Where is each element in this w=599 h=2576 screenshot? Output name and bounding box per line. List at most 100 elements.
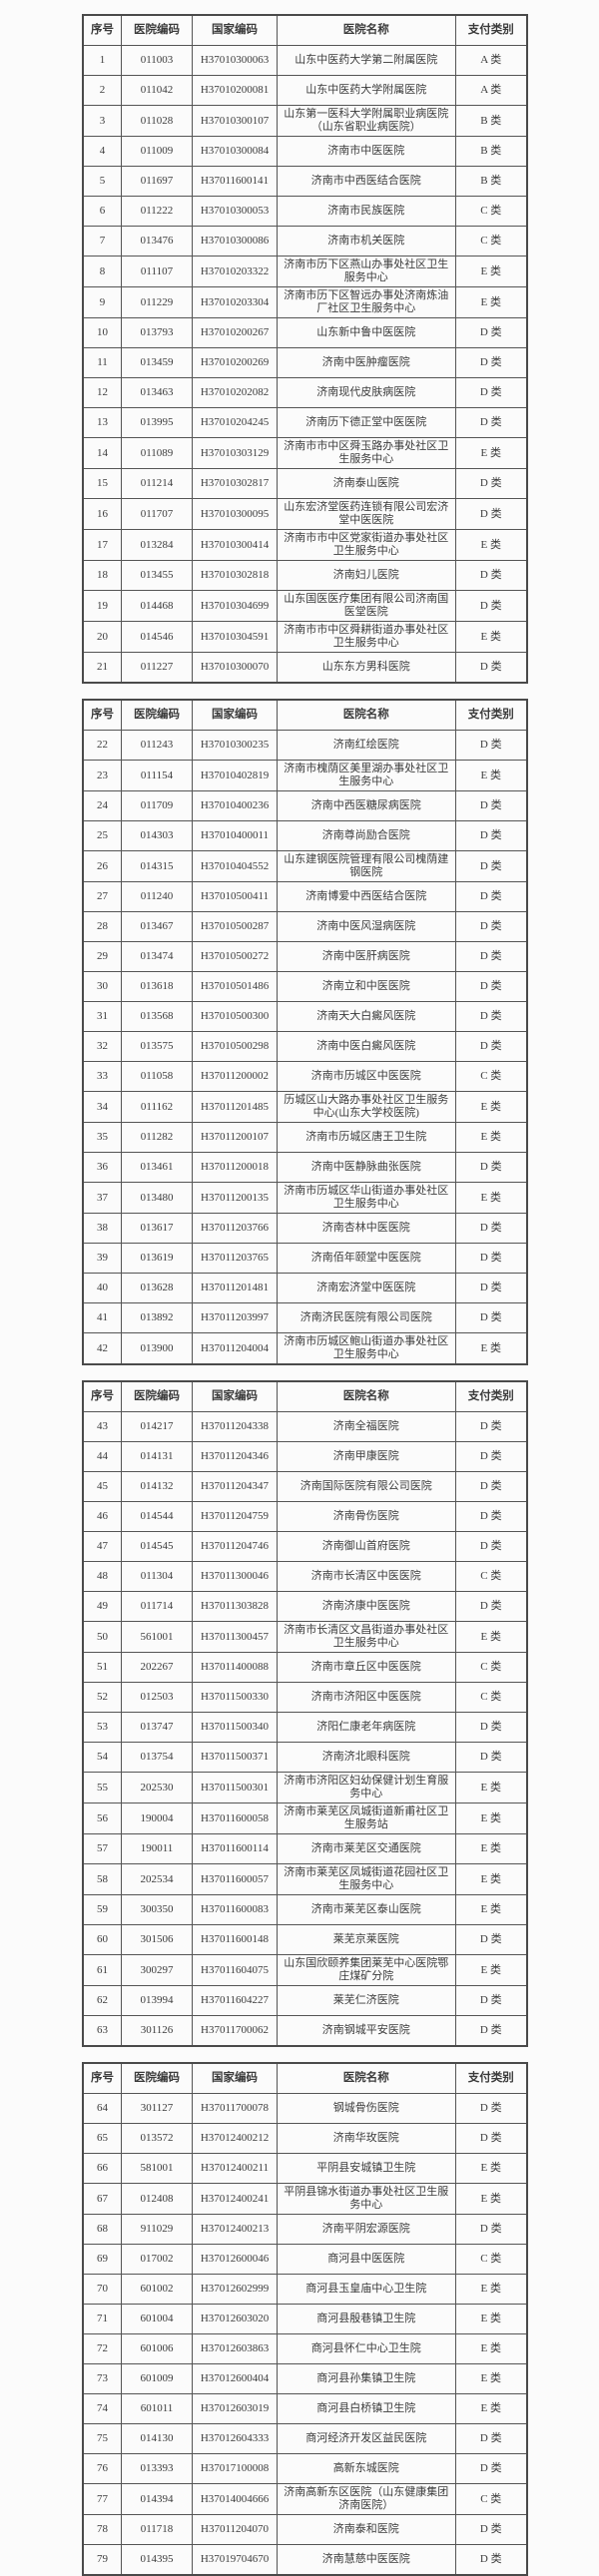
national-code-cell: H37012400212: [191, 2123, 279, 2154]
serial-cell: 13: [82, 407, 123, 438]
national-code-cell: H37014004666: [191, 2483, 279, 2515]
table-row: 35 011282 H37011200107 济南市历城区唐王卫生院 E 类: [82, 1122, 528, 1153]
national-code-cell: H37011500340: [191, 1712, 279, 1743]
hospital-name-cell: 济南济民医院有限公司医院: [277, 1302, 456, 1333]
pay-class-cell: D 类: [454, 850, 528, 882]
national-code-cell: H37011400088: [191, 1652, 279, 1683]
pay-class-cell: E 类: [454, 1122, 528, 1153]
national-code-cell: H37010200267: [191, 317, 279, 348]
serial-cell: 19: [82, 590, 123, 622]
national-code-cell: H37012603863: [191, 2333, 279, 2364]
hospital-name-cell: 济南济北眼科医院: [277, 1742, 456, 1773]
table-row: 38 013617 H37011203766 济南杏林中医医院 D 类: [82, 1213, 528, 1244]
hospital-code-cell: 013994: [121, 1985, 193, 2016]
hospital-name-cell: 济南中医肝病医院: [277, 941, 456, 972]
table-row: 15 011214 H37010302817 济南泰山医院 D 类: [82, 468, 528, 499]
hospital-code-cell: 601004: [121, 2304, 193, 2334]
serial-cell: 74: [82, 2393, 123, 2424]
table-row: 33 011058 H37011200002 济南市历城区中医医院 C 类: [82, 1061, 528, 1092]
table-row: 59 300350 H37011600083 济南市莱芜区泰山医院 E 类: [82, 1894, 528, 1925]
pay-class-cell: D 类: [454, 820, 528, 851]
pay-class-cell: E 类: [454, 2304, 528, 2334]
serial-cell: 28: [82, 911, 123, 942]
hospital-code-cell: 012408: [121, 2183, 193, 2215]
table-row: 31 013568 H37010500300 济南天大白癜风医院 D 类: [82, 1001, 528, 1032]
national-code-cell: H37017100008: [191, 2453, 279, 2484]
table-row: 19 014468 H37010304699 山东国医医疗集团有限公司济南国医堂医院 D…: [82, 590, 528, 622]
hospital-name-cell: 济南御山首府医院: [277, 1531, 456, 1562]
hospital-name-cell: 济南骨伤医院: [277, 1501, 456, 1532]
pay-class-cell: D 类: [454, 941, 528, 972]
hospital-code-cell: 013455: [121, 560, 193, 591]
hospital-code-cell: 013461: [121, 1152, 193, 1183]
hospital-code-cell: 911029: [121, 2214, 193, 2245]
hospital-name-cell: 济南市章丘区中医医院: [277, 1652, 456, 1683]
serial-cell: 64: [82, 2093, 123, 2124]
hospital-code-cell: 011089: [121, 437, 193, 469]
pay-class-cell: D 类: [454, 790, 528, 821]
national-code-cell: H37011300046: [191, 1561, 279, 1592]
hospital-code-cell: 014468: [121, 590, 193, 622]
pay-class-cell: D 类: [454, 1243, 528, 1274]
national-code-cell: H37010300070: [191, 652, 279, 684]
pay-class-cell: D 类: [454, 2514, 528, 2545]
hospital-code-cell: 202530: [121, 1772, 193, 1803]
hospital-code-cell: 190004: [121, 1803, 193, 1834]
pay-class-cell: D 类: [454, 1273, 528, 1303]
serial-cell: 6: [82, 196, 123, 227]
column-header-hospital-name-cell: 医院名称: [277, 14, 456, 46]
hospital-name-cell: 济南市济阳区妇幼保健计划生育服务中心: [277, 1772, 456, 1803]
national-code-cell: H37010300235: [191, 730, 279, 761]
pay-class-cell: D 类: [454, 2453, 528, 2484]
national-code-cell: H37011700062: [191, 2015, 279, 2047]
serial-cell: 62: [82, 1985, 123, 2016]
hospital-name-cell: 济南市莱芜区凤城街道新甫社区卫生服务站: [277, 1803, 456, 1834]
pay-class-cell: C 类: [454, 2244, 528, 2275]
serial-cell: 49: [82, 1591, 123, 1622]
national-code-cell: H37010300084: [191, 136, 279, 167]
hospital-table-3: 序号 医院编码 国家编码 医院名称 支付类别 43 014217 H37011204338 济南…: [82, 1380, 528, 2047]
hospital-name-cell: 济南中医风湿病医院: [277, 911, 456, 942]
hospital-code-cell: 011718: [121, 2514, 193, 2545]
pay-class-cell: E 类: [454, 1091, 528, 1123]
hospital-name-cell: 济南市市中区舜玉路办事处社区卫生服务中心: [277, 437, 456, 469]
hospital-code-cell: 013575: [121, 1031, 193, 1062]
serial-cell: 39: [82, 1243, 123, 1274]
serial-cell: 23: [82, 760, 123, 791]
pay-class-cell: D 类: [454, 347, 528, 378]
serial-cell: 53: [82, 1712, 123, 1743]
hospital-code-cell: 013480: [121, 1182, 193, 1214]
national-code-cell: H37010500300: [191, 1001, 279, 1032]
serial-cell: 50: [82, 1621, 123, 1653]
hospital-code-cell: 300297: [121, 1954, 193, 1986]
pay-class-cell: E 类: [454, 1833, 528, 1864]
table-row: 78 011718 H37011204070 济南泰和医院 D 类: [82, 2514, 528, 2545]
table-row: 5 011697 H37011600141 济南市中西医结合医院 B 类: [82, 166, 528, 197]
column-header-serial-cell: 序号: [82, 2062, 123, 2094]
hospital-name-cell: 济南红绘医院: [277, 730, 456, 761]
serial-cell: 34: [82, 1091, 123, 1123]
hospital-code-cell: 011229: [121, 286, 193, 318]
hospital-name-cell: 济南平阴宏源医院: [277, 2214, 456, 2245]
hospital-name-cell: 平阴县安城镇卫生院: [277, 2153, 456, 2184]
table-row: 20 014546 H37010304591 济南市市中区舜耕街道办事处社区卫生服务中…: [82, 621, 528, 653]
hospital-name-cell: 济南泰和医院: [277, 2514, 456, 2545]
hospital-name-cell: 济南市莱芜区交通医院: [277, 1833, 456, 1864]
table-row: 68 911029 H37012400213 济南平阴宏源医院 D 类: [82, 2214, 528, 2245]
hospital-name-cell: 济南立和中医医院: [277, 971, 456, 1002]
national-code-cell: H37010304591: [191, 621, 279, 653]
national-code-cell: H37011201485: [191, 1091, 279, 1123]
national-code-cell: H37012400211: [191, 2153, 279, 2184]
serial-cell: 46: [82, 1501, 123, 1532]
hospital-name-cell: 济南市历城区鲍山街道办事处社区卫生服务中心: [277, 1332, 456, 1365]
pay-class-cell: D 类: [454, 560, 528, 591]
hospital-name-cell: 商河县孙集镇卫生院: [277, 2363, 456, 2394]
table-row: 24 011709 H37010400236 济南中西医糖尿病医院 D 类: [82, 790, 528, 821]
hospital-name-cell: 商河县殷巷镇卫生院: [277, 2304, 456, 2334]
national-code-cell: H37010203322: [191, 256, 279, 287]
hospital-code-cell: 014394: [121, 2483, 193, 2515]
serial-cell: 42: [82, 1332, 123, 1365]
hospital-name-cell: 济南天大白癜风医院: [277, 1001, 456, 1032]
national-code-cell: H37010300053: [191, 196, 279, 227]
serial-cell: 43: [82, 1411, 123, 1442]
